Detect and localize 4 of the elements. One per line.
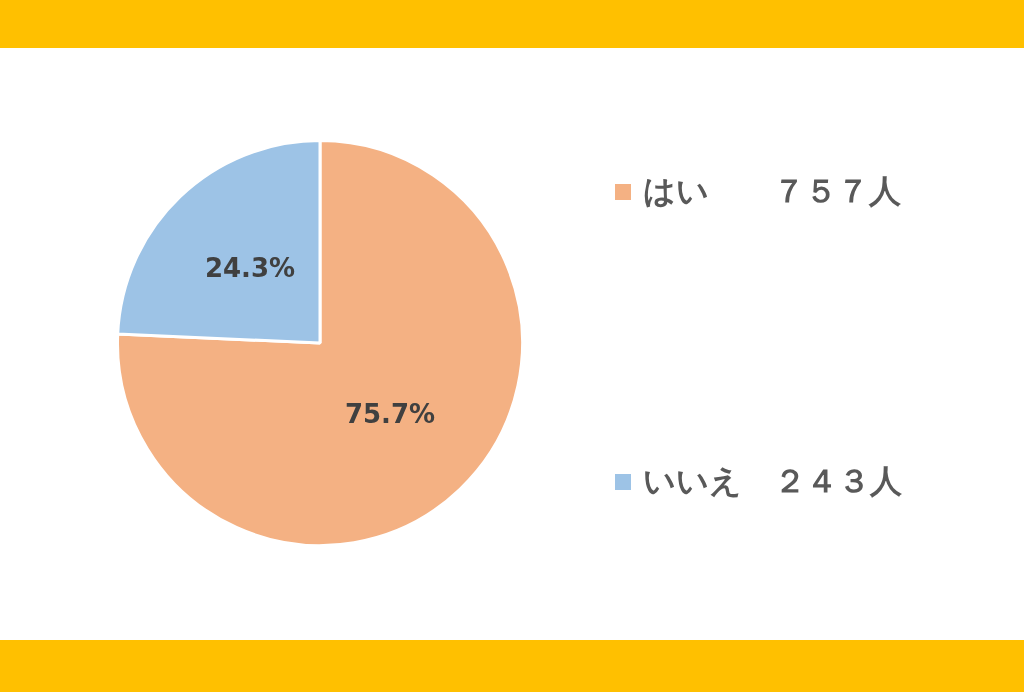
data-label: 75.7%: [344, 398, 436, 429]
legend-label: はい ７５７人: [643, 171, 901, 212]
data-label: 24.3%: [204, 252, 296, 283]
legend-label: いいえ ２４３人: [643, 461, 902, 502]
